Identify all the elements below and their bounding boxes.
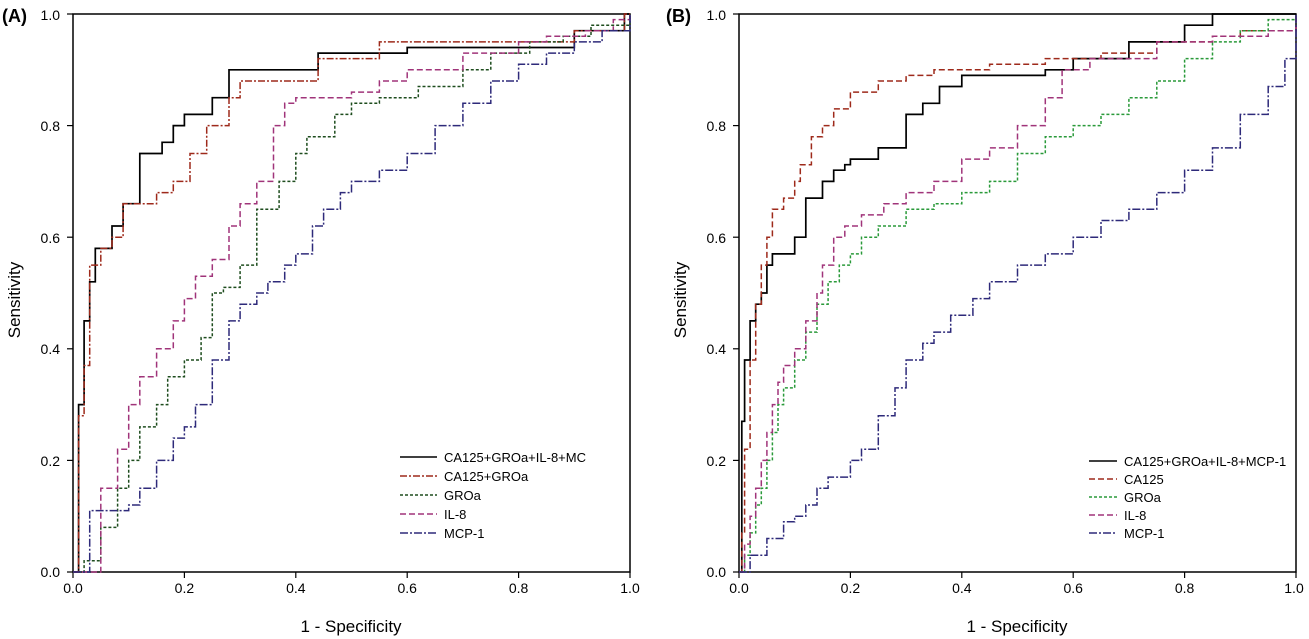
- panel-b-x-tick-label: 0.2: [841, 580, 861, 596]
- panel-a-x-axis-title: 1 - Specificity: [300, 617, 402, 636]
- panel-a-x-tick-label: 0.4: [286, 580, 306, 596]
- panel-b-y-tick-label: 0.4: [707, 341, 727, 357]
- panel-a-x-tick-label: 0.6: [397, 580, 417, 596]
- panel-a-y-tick-label: 1.0: [41, 7, 61, 23]
- panel-a-x-tick-label: 0.2: [175, 580, 195, 596]
- panel-b-x-tick-label: 0.8: [1175, 580, 1195, 596]
- panel-b-x-tick-label: 0.0: [729, 580, 749, 596]
- panel-b-series-mcp-1: [739, 14, 1297, 573]
- panel-a-series-il-8: [73, 14, 631, 573]
- panel-a-legend-label: CA125+GROa+IL-8+MC: [444, 450, 586, 465]
- panel-b-ticks: [733, 13, 1297, 578]
- panel-b-x-axis-title: 1 - Specificity: [966, 617, 1068, 636]
- panel-a-x-tick-label: 0.0: [63, 580, 83, 596]
- panel-b-series-ca125-groa-il-8-mcp-1: [739, 13, 1296, 573]
- panel-b-label: (B): [666, 6, 691, 26]
- panel-a-x-tick-label: 0.8: [509, 580, 529, 596]
- panel-a-y-tick-label: 0.8: [41, 118, 61, 134]
- panel-a-legend: CA125+GROa+IL-8+MC CA125+GROa GROa IL-8 …: [400, 450, 586, 541]
- panel-a-y-tick-label: 0.0: [41, 564, 61, 580]
- panel-a: (A) 0.0 0.2 0.4 0.6 0.8 1.0 0.0 0.2 0.4 …: [2, 6, 640, 636]
- panel-a-ticks: [67, 13, 631, 578]
- panel-a-legend-label: CA125+GROa: [444, 469, 529, 484]
- panel-b-series-ca125: [739, 14, 1297, 573]
- panel-b-x-tick-label: 0.6: [1063, 580, 1083, 596]
- panel-a-legend-label: GROa: [444, 488, 482, 503]
- panel-b-x-tick-label: 1.0: [1284, 580, 1304, 596]
- panel-b-x-tick-label: 0.4: [952, 580, 972, 596]
- panel-b-plot-frame: [738, 13, 1297, 573]
- panel-a-x-tick-label: 1.0: [620, 580, 640, 596]
- panel-b-y-tick-label: 0.8: [707, 118, 727, 134]
- panel-a-y-tick-label: 0.2: [41, 453, 61, 469]
- panel-b: (B) 0.0 0.2 0.4 0.6 0.8 1.0 0.0 0.2 0.4 …: [666, 6, 1304, 636]
- panel-b-y-axis-title: Sensitivity: [671, 261, 690, 338]
- panel-a-plot-frame: [72, 13, 631, 573]
- panel-a-y-tick-label: 0.6: [41, 230, 61, 246]
- panel-a-series-lines: [73, 13, 631, 573]
- panel-b-series-lines: [739, 13, 1297, 573]
- panel-b-y-tick-label: 0.0: [707, 564, 727, 580]
- panel-b-legend-label: GROa: [1124, 490, 1162, 505]
- panel-b-legend-label: MCP-1: [1124, 526, 1164, 541]
- panel-b-legend-label: CA125: [1124, 472, 1164, 487]
- panel-b-series-il-8: [739, 14, 1297, 573]
- panel-a-y-axis-title: Sensitivity: [5, 261, 24, 338]
- panel-a-legend-label: IL-8: [444, 507, 466, 522]
- panel-b-y-tick-label: 0.2: [707, 453, 727, 469]
- panel-a-series-groa: [73, 14, 631, 573]
- panel-a-legend-label: MCP-1: [444, 526, 484, 541]
- panel-b-series-groa: [739, 14, 1297, 573]
- panel-b-y-tick-label: 1.0: [707, 7, 727, 23]
- panel-a-series-ca125-groa: [73, 13, 630, 573]
- panel-a-label: (A): [2, 6, 27, 26]
- panel-a-series-mcp-1: [73, 14, 631, 573]
- panel-a-series-ca125-groa-il-8-mc: [73, 13, 630, 573]
- panel-b-legend-label: CA125+GROa+IL-8+MCP-1: [1124, 454, 1286, 469]
- panel-b-legend: CA125+GROa+IL-8+MCP-1 CA125 GROa IL-8 MC…: [1089, 454, 1286, 541]
- panel-b-legend-label: IL-8: [1124, 508, 1146, 523]
- panel-a-y-tick-label: 0.4: [41, 341, 61, 357]
- panel-b-y-tick-label: 0.6: [707, 230, 727, 246]
